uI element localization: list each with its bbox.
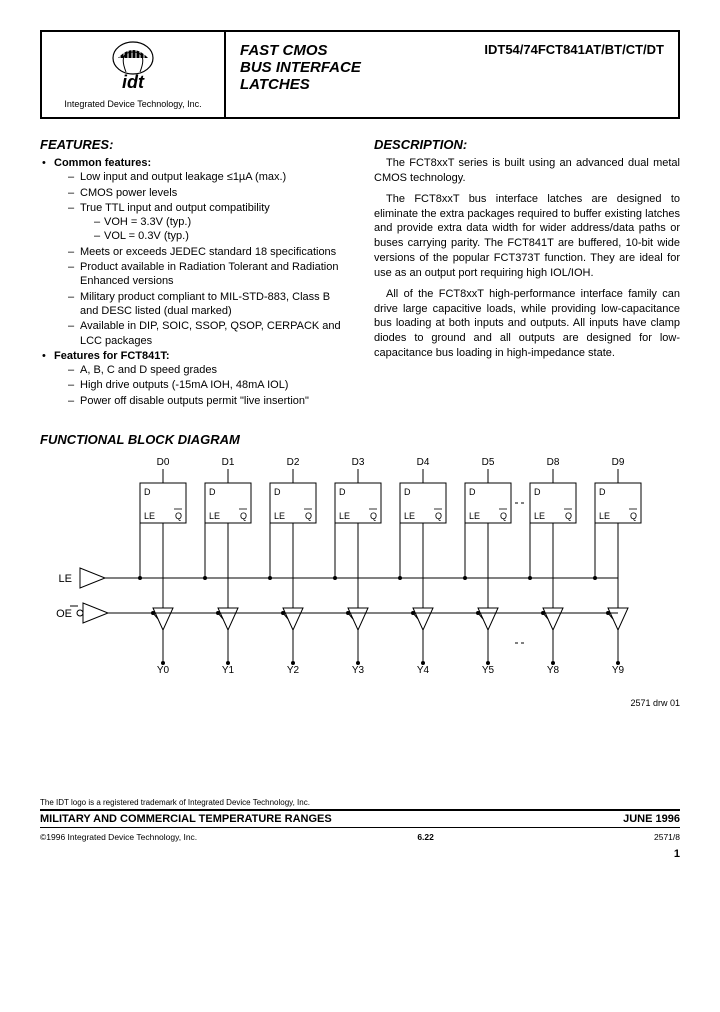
svg-text:D3: D3 <box>352 457 365 468</box>
doc-id: 2571/8 <box>654 832 680 842</box>
feature-subitem: VOL = 0.3V (typ.) <box>94 229 346 243</box>
feature-item: CMOS power levels <box>68 186 346 200</box>
svg-text:OE: OE <box>56 608 72 620</box>
svg-text:D5: D5 <box>482 457 495 468</box>
svg-text:Y0: Y0 <box>157 665 170 676</box>
svg-text:Q: Q <box>240 511 247 521</box>
part-number: IDT54/74FCT841AT/BT/CT/DT <box>484 42 664 57</box>
svg-text:Q: Q <box>500 511 507 521</box>
feature-item: True TTL input and output compatibilityV… <box>68 201 346 244</box>
svg-text:Q: Q <box>565 511 572 521</box>
feature-item: Available in DIP, SOIC, SSOP, QSOP, CERP… <box>68 319 346 348</box>
features-list: Common features:Low input and output lea… <box>40 156 346 408</box>
svg-text:Q: Q <box>435 511 442 521</box>
svg-text:idt: idt <box>122 72 145 92</box>
svg-text:LE: LE <box>534 511 545 521</box>
description-body: The FCT8xxT series is built using an adv… <box>374 156 680 361</box>
features-column: FEATURES: Common features:Low input and … <box>40 137 346 418</box>
diagram-note: 2571 drw 01 <box>40 698 680 708</box>
svg-text:Q: Q <box>370 511 377 521</box>
svg-text:LE: LE <box>144 511 155 521</box>
svg-text:LE: LE <box>404 511 415 521</box>
svg-text:D: D <box>469 487 476 497</box>
svg-text:LE: LE <box>469 511 480 521</box>
feature-item: Product available in Radiation Tolerant … <box>68 260 346 289</box>
footer-bar: MILITARY AND COMMERCIAL TEMPERATURE RANG… <box>40 811 680 828</box>
svg-text:Y2: Y2 <box>287 665 300 676</box>
svg-text:D: D <box>599 487 606 497</box>
page: idt Integrated Device Technology, Inc. F… <box>0 0 720 880</box>
header-box: idt Integrated Device Technology, Inc. F… <box>40 30 680 119</box>
footer-bar-right: JUNE 1996 <box>623 813 680 825</box>
svg-text:Q: Q <box>175 511 182 521</box>
title-cell: FAST CMOS BUS INTERFACE LATCHES IDT54/74… <box>226 32 678 117</box>
feature-group: Common features:Low input and output lea… <box>40 156 346 348</box>
description-paragraph: The FCT8xxT series is built using an adv… <box>374 156 680 186</box>
svg-text:D0: D0 <box>157 457 170 468</box>
feature-group: Features for FCT841T:A, B, C and D speed… <box>40 349 346 408</box>
feature-item: Low input and output leakage ≤1µA (max.) <box>68 170 346 184</box>
svg-text:Q: Q <box>630 511 637 521</box>
feature-item: Military product compliant to MIL-STD-88… <box>68 290 346 319</box>
svg-text:Y1: Y1 <box>222 665 235 676</box>
description-heading: DESCRIPTION: <box>374 137 680 152</box>
svg-text:D8: D8 <box>547 457 560 468</box>
svg-text:LE: LE <box>599 511 610 521</box>
svg-text:Y8: Y8 <box>547 665 560 676</box>
description-paragraph: The FCT8xxT bus interface latches are de… <box>374 192 680 281</box>
title-line-2: BUS INTERFACE <box>240 59 484 76</box>
svg-text:D1: D1 <box>222 457 235 468</box>
section-number: 6.22 <box>417 832 434 842</box>
title-line-3: LATCHES <box>240 76 484 93</box>
svg-text:Y3: Y3 <box>352 665 365 676</box>
idt-logo-icon: idt <box>98 40 168 95</box>
feature-item: High drive outputs (-15mA IOH, 48mA IOL) <box>68 378 346 392</box>
svg-text:D: D <box>144 487 151 497</box>
copyright-text: ©1996 Integrated Device Technology, Inc. <box>40 832 197 842</box>
company-name: Integrated Device Technology, Inc. <box>48 99 218 109</box>
svg-text:LE: LE <box>209 511 220 521</box>
svg-text:Y5: Y5 <box>482 665 495 676</box>
svg-text:LE: LE <box>274 511 285 521</box>
title-line-1: FAST CMOS <box>240 42 484 59</box>
svg-text:D: D <box>404 487 411 497</box>
content-columns: FEATURES: Common features:Low input and … <box>40 137 680 418</box>
product-title: FAST CMOS BUS INTERFACE LATCHES <box>240 42 484 93</box>
page-number: 1 <box>40 848 680 860</box>
svg-text:LE: LE <box>59 573 72 585</box>
block-diagram-heading: FUNCTIONAL BLOCK DIAGRAM <box>40 432 680 447</box>
description-paragraph: All of the FCT8xxT high-performance inte… <box>374 287 680 361</box>
footer-bottom: ©1996 Integrated Device Technology, Inc.… <box>40 832 680 842</box>
trademark-note: The IDT logo is a registered trademark o… <box>40 798 680 811</box>
svg-text:D4: D4 <box>417 457 430 468</box>
feature-subitem: VOH = 3.3V (typ.) <box>94 215 346 229</box>
svg-text:LE: LE <box>339 511 350 521</box>
svg-text:D: D <box>339 487 346 497</box>
features-heading: FEATURES: <box>40 137 346 152</box>
svg-text:D9: D9 <box>612 457 625 468</box>
svg-text:Y9: Y9 <box>612 665 625 676</box>
svg-text:D: D <box>274 487 281 497</box>
svg-text:D: D <box>534 487 541 497</box>
description-column: DESCRIPTION: The FCT8xxT series is built… <box>374 137 680 418</box>
feature-item: A, B, C and D speed grades <box>68 363 346 377</box>
feature-item: Power off disable outputs permit "live i… <box>68 394 346 408</box>
functional-block-diagram: LE OE D0 D LE Q Y0 D1 D LE Q Y1 D2 D LE Q Y2 D3 D LE Q Y3 D4 D L… <box>40 453 680 693</box>
logo-cell: idt Integrated Device Technology, Inc. <box>42 32 226 117</box>
svg-text:D: D <box>209 487 216 497</box>
footer-bar-left: MILITARY AND COMMERCIAL TEMPERATURE RANG… <box>40 813 332 825</box>
svg-text:D2: D2 <box>287 457 300 468</box>
svg-text:Q: Q <box>305 511 312 521</box>
feature-item: Meets or exceeds JEDEC standard 18 speci… <box>68 245 346 259</box>
svg-text:Y4: Y4 <box>417 665 430 676</box>
